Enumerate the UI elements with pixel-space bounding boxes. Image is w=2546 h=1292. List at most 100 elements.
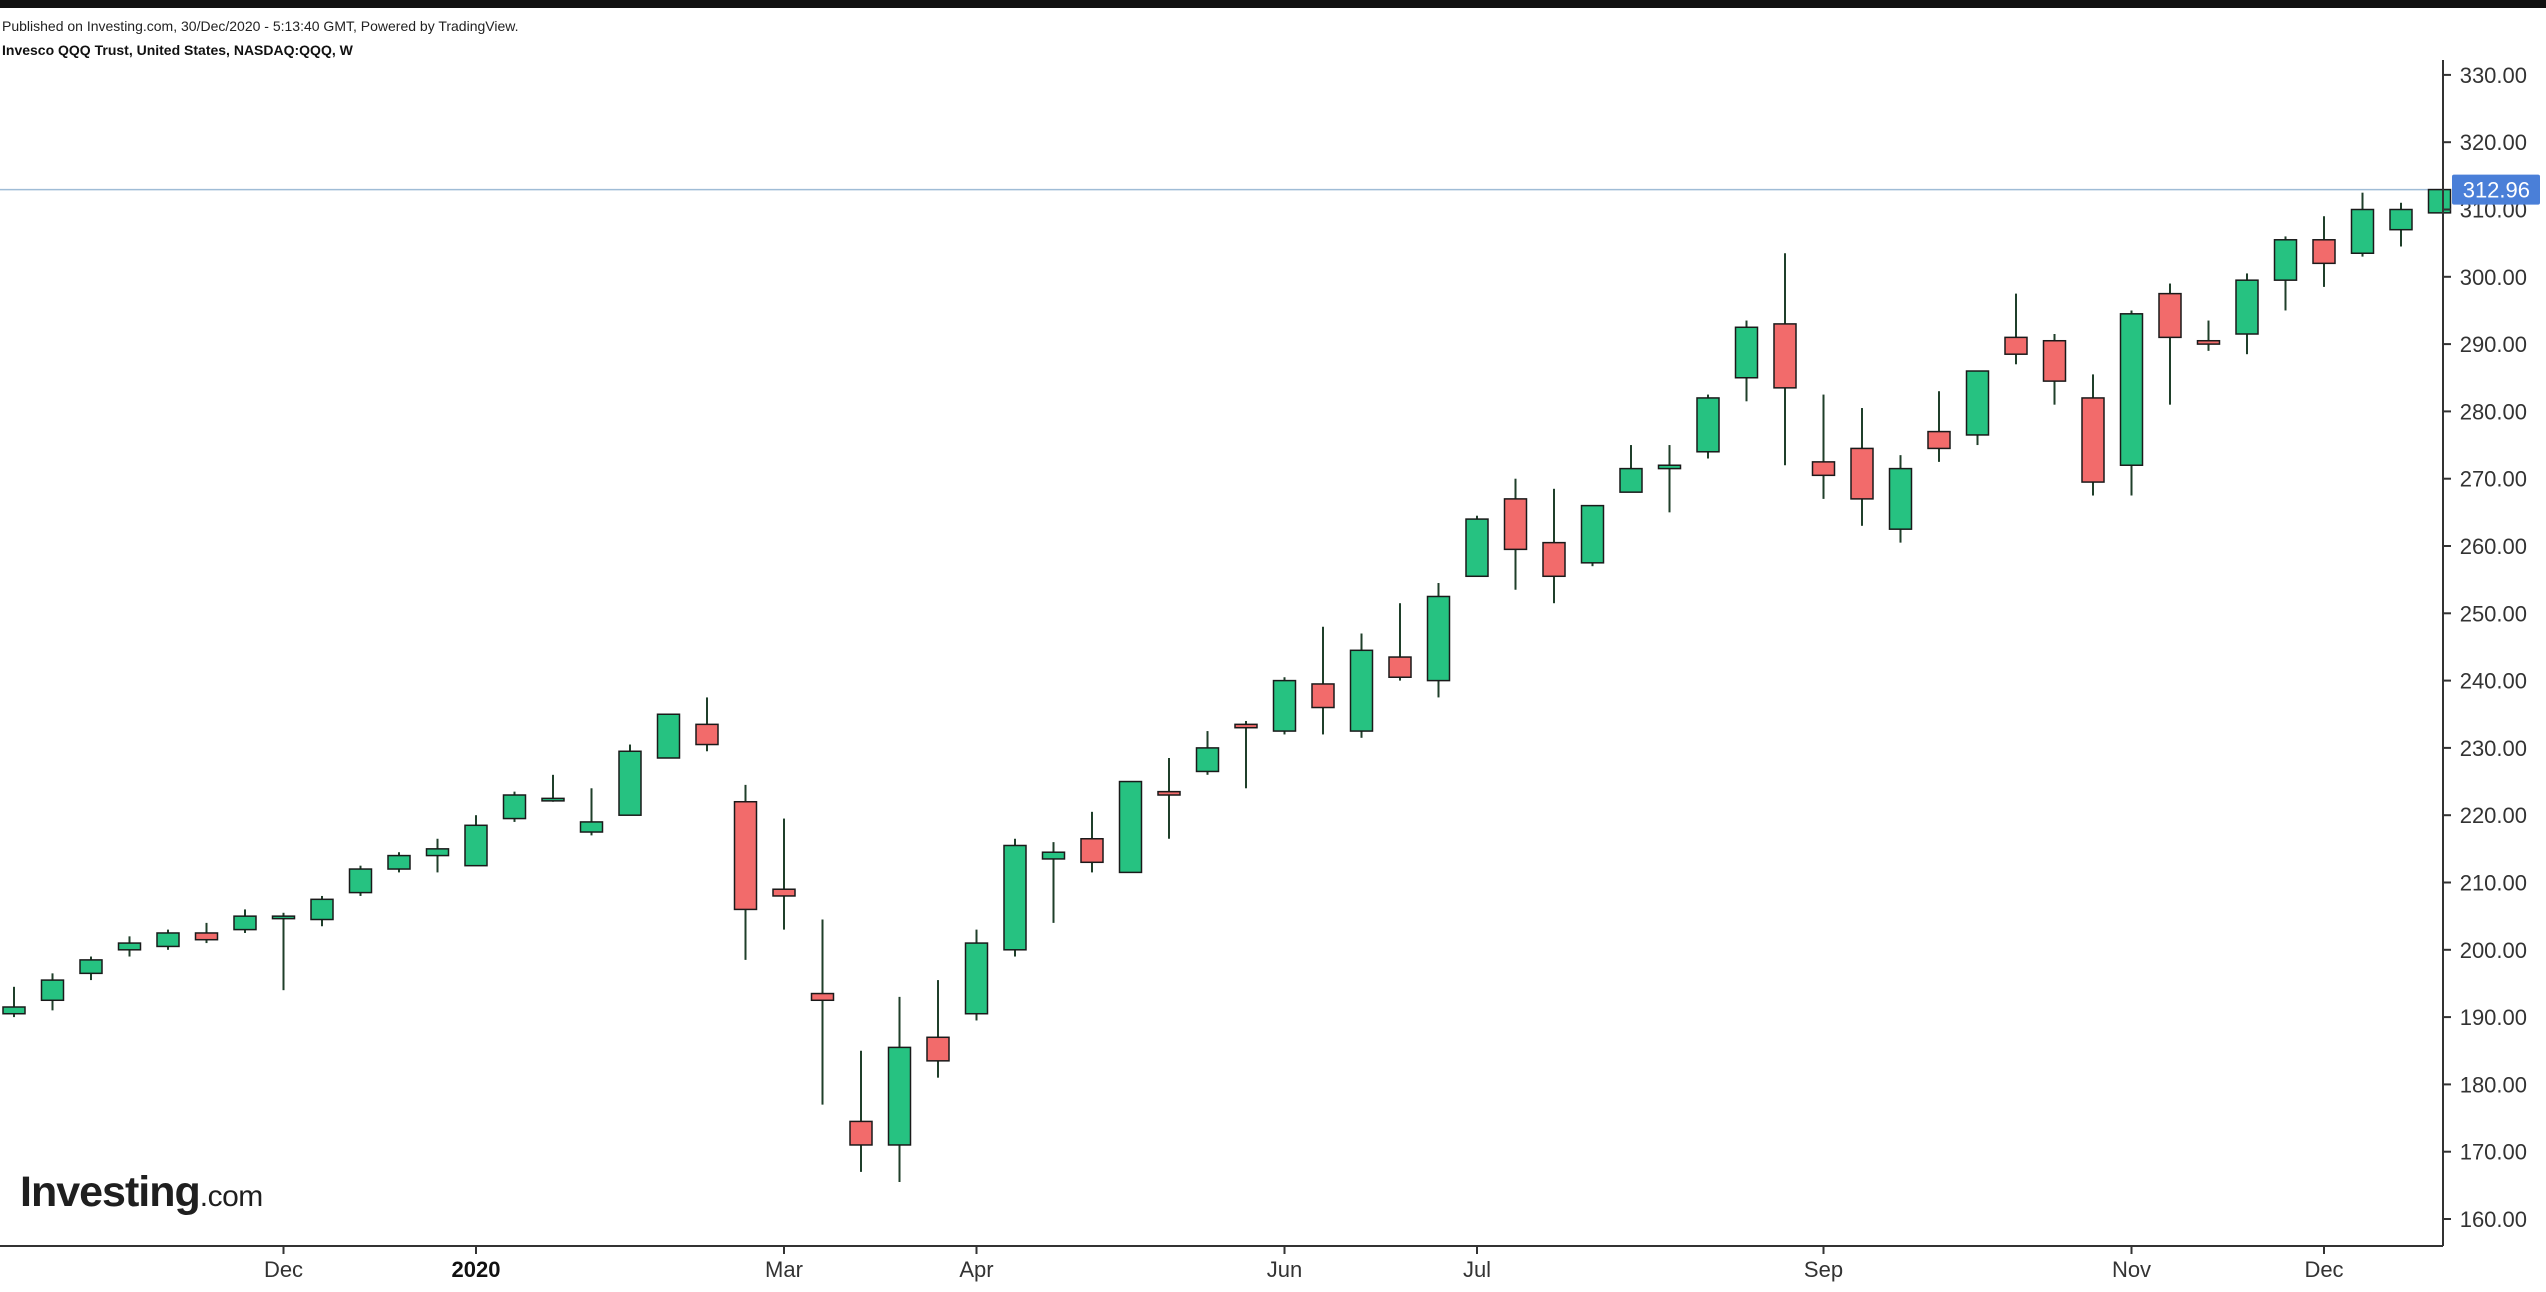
candle[interactable] — [1773, 253, 1797, 466]
candle[interactable] — [2389, 202, 2413, 247]
candle[interactable] — [1965, 370, 1990, 446]
candle[interactable] — [579, 788, 604, 836]
candle[interactable] — [1888, 455, 1913, 543]
candle[interactable] — [926, 980, 950, 1078]
candle[interactable] — [1696, 394, 1720, 459]
candle[interactable] — [2, 986, 26, 1018]
candle-body-down — [695, 723, 719, 746]
badge-layer: 312.96 — [2452, 174, 2540, 205]
candle[interactable] — [1195, 731, 1220, 775]
candle[interactable] — [1657, 445, 1682, 513]
candle[interactable] — [1811, 394, 1836, 499]
candle[interactable] — [1619, 445, 1643, 493]
candle[interactable] — [2196, 320, 2221, 351]
candle[interactable] — [2158, 283, 2182, 405]
candle[interactable] — [656, 713, 681, 759]
candle-body-up — [2119, 313, 2144, 466]
candle-body-up — [2273, 239, 2298, 281]
candle-body-up — [348, 868, 373, 894]
candle[interactable] — [117, 936, 142, 957]
candle-body-up — [425, 848, 450, 857]
candle[interactable] — [502, 791, 527, 822]
candle[interactable] — [425, 838, 450, 873]
candle[interactable] — [2004, 293, 2028, 365]
candle-body-up — [1041, 851, 1066, 860]
y-tick-label: 270.00 — [2460, 467, 2527, 492]
candle[interactable] — [2119, 310, 2144, 496]
candle[interactable] — [1080, 811, 1104, 873]
candle-body-down — [1811, 461, 1836, 477]
candle[interactable] — [1426, 583, 1451, 698]
candle[interactable] — [2312, 216, 2336, 287]
candle[interactable] — [1349, 633, 1374, 738]
candle[interactable] — [1734, 320, 1759, 402]
candle[interactable] — [348, 865, 373, 896]
candle-body-up — [656, 713, 681, 759]
y-tick-label: 180.00 — [2460, 1072, 2527, 1097]
x-tick-label: Jun — [1267, 1257, 1302, 1282]
y-tick-label: 200.00 — [2460, 938, 2527, 963]
candle[interactable] — [2350, 192, 2375, 257]
candle-body-up — [1465, 518, 1489, 578]
candle-body-down — [1850, 447, 1874, 500]
candle[interactable] — [40, 973, 65, 1011]
candle[interactable] — [1041, 842, 1066, 923]
candle[interactable] — [1465, 515, 1489, 578]
y-tick-label: 280.00 — [2460, 399, 2527, 424]
candle[interactable] — [156, 929, 180, 950]
candle[interactable] — [887, 996, 912, 1182]
candle-body-up — [2350, 208, 2375, 254]
candle[interactable] — [1542, 488, 1566, 604]
candle[interactable] — [1272, 677, 1297, 735]
candle-body-down — [849, 1120, 873, 1146]
candle[interactable] — [695, 697, 719, 752]
y-tick-label: 240.00 — [2460, 669, 2527, 694]
x-tick-label: 2020 — [452, 1257, 501, 1282]
candle[interactable] — [733, 784, 758, 960]
candle-body-up — [2389, 208, 2413, 231]
chart-subtitle: Invesco QQQ Trust, United States, NASDAQ… — [2, 42, 353, 58]
y-tick-label: 220.00 — [2460, 803, 2527, 828]
top-bar — [0, 0, 2546, 8]
candle[interactable] — [2273, 236, 2298, 311]
candle[interactable] — [1234, 720, 1258, 789]
candle[interactable] — [1311, 626, 1335, 735]
candle[interactable] — [2427, 188, 2452, 214]
candle-body-up — [1580, 504, 1605, 564]
candle-body-down — [772, 888, 796, 897]
candle[interactable] — [772, 818, 796, 930]
candle-body-down — [926, 1036, 950, 1062]
candle[interactable] — [810, 919, 835, 1105]
candle-body-up — [618, 750, 642, 816]
candle[interactable] — [464, 815, 488, 867]
candle[interactable] — [1927, 391, 1951, 462]
candle[interactable] — [387, 852, 411, 873]
candle[interactable] — [1503, 478, 1528, 590]
candle[interactable] — [1118, 780, 1143, 874]
candle[interactable] — [2042, 334, 2067, 405]
candle-body-down — [2081, 397, 2105, 483]
candle[interactable] — [79, 956, 103, 981]
candle[interactable] — [233, 909, 257, 933]
candle[interactable] — [849, 1050, 873, 1172]
candle[interactable] — [541, 774, 565, 802]
candle-body-down — [1157, 790, 1181, 796]
candle[interactable] — [618, 744, 642, 816]
candle[interactable] — [1850, 408, 1874, 526]
candle-body-down — [810, 992, 835, 1002]
logo-suffix: .com — [199, 1180, 264, 1213]
candle[interactable] — [1157, 757, 1181, 839]
candle[interactable] — [2235, 273, 2259, 355]
candle[interactable] — [2081, 374, 2105, 496]
candle[interactable] — [310, 895, 334, 927]
candle[interactable] — [194, 922, 219, 944]
candle[interactable] — [964, 929, 989, 1021]
candle[interactable] — [271, 912, 296, 991]
candle[interactable] — [1388, 603, 1412, 681]
x-tick-label: Dec — [264, 1257, 303, 1282]
candle[interactable] — [1580, 504, 1605, 567]
candle[interactable] — [1003, 838, 1027, 957]
candle-body-up — [1734, 326, 1759, 379]
candle-body-down — [1080, 838, 1104, 864]
